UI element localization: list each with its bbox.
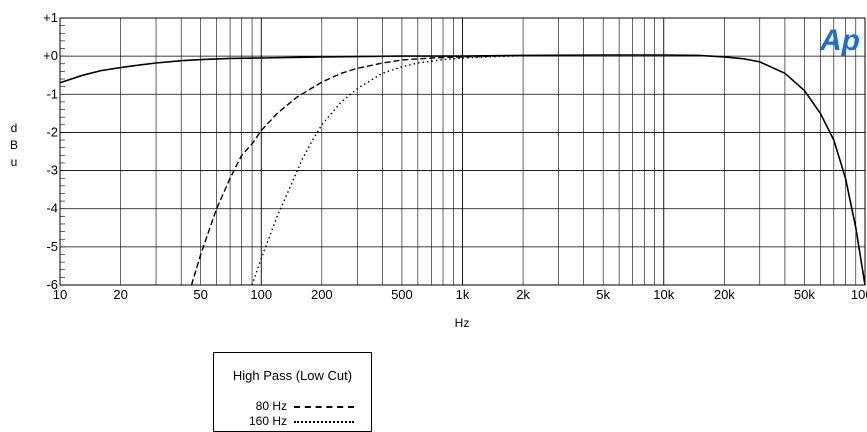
y-tick-label: -6 [46,277,58,292]
legend-label: 80 Hz [255,399,287,413]
dashed-line-swatch [294,406,354,408]
x-tick-label: 10 [53,287,67,302]
y-tick-label: -4 [46,201,58,216]
x-tick-label: 5k [596,287,610,302]
series-line-dashed [190,54,524,286]
plot-frame [59,17,866,286]
x-tick-label: 1k [456,287,470,302]
y-tick-label: +0 [43,48,58,63]
frequency-response-chart: +1+0-1-2-3-4-5-6 10 20 50 100 200 500 1k 2k 5k 10… [10,10,867,330]
y-axis-title-letter: u [11,155,18,169]
x-axis-title: Hz [455,316,470,330]
x-tick-labels: 10 20 50 100 200 500 1k 2k 5k 10k 20k 50k 100k [53,287,867,302]
y-tick-label: -3 [46,163,58,178]
legend-title: High Pass (Low Cut) [232,368,353,383]
x-tick-label: 100k [851,287,867,302]
y-axis-title-letter: d [11,121,18,135]
x-tick-label: 20k [714,287,735,302]
legend-entry-160hz: 160 Hz [214,414,371,428]
y-tick-label: -1 [46,86,58,101]
x-tick-label: 50k [794,287,815,302]
y-tick-label: +1 [43,10,58,25]
series-layer [59,54,866,286]
y-axis-title-letter: B [10,138,18,152]
ap-logo: Ap [819,24,860,57]
x-tick-label: 10k [653,287,674,302]
x-tick-label: 100 [250,287,272,302]
minor-grid [60,17,857,286]
dotted-line-swatch [294,421,354,423]
y-axis-title: dBu [10,121,18,169]
x-tick-label: 20 [113,287,127,302]
legend-label: 160 Hz [248,414,287,428]
y-tick-label: -2 [46,124,58,139]
x-tick-label: 2k [516,287,530,302]
x-tick-label: 500 [391,287,413,302]
legend: High Pass (Low Cut) 80 Hz 160 Hz [213,352,372,432]
y-tick-labels: +1 +0 -1 -2 -3 -4 -5 -6 [43,10,58,292]
legend-entry-80hz: 80 Hz [214,399,371,413]
y-tick-label: -5 [46,239,58,254]
x-tick-label: 200 [311,287,333,302]
major-grid [59,17,866,286]
x-tick-label: 50 [193,287,207,302]
